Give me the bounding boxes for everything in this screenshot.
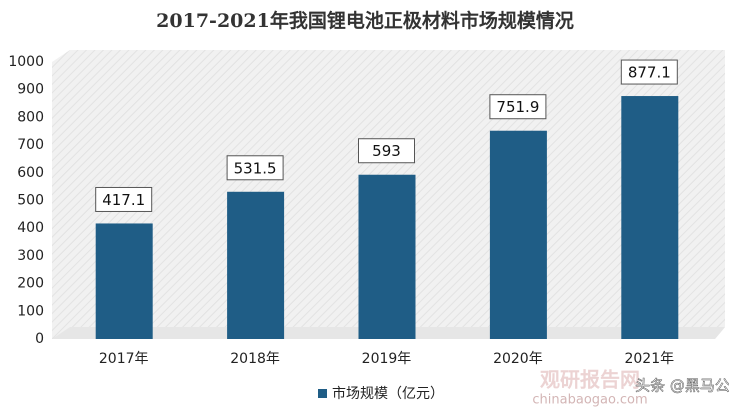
x-tick-label: 2018年 (230, 351, 280, 367)
y-tick-label: 500 (17, 193, 44, 209)
value-label-box (620, 59, 678, 85)
bar (489, 130, 547, 339)
value-label: 877.1 (628, 64, 671, 82)
chart-title: 2017-2021年我国锂电池正极材料市场规模情况 (156, 9, 574, 32)
x-tick-label: 2020年 (493, 351, 543, 367)
y-tick-label: 700 (17, 137, 44, 153)
y-tick-label: 200 (17, 276, 44, 292)
y-tick-label: 0 (35, 331, 44, 347)
legend-swatch (318, 389, 327, 398)
bar (358, 174, 416, 339)
value-label-box (226, 155, 284, 181)
y-tick-label: 600 (17, 165, 44, 181)
y-tick-label: 900 (17, 82, 44, 98)
y-tick-label: 100 (17, 303, 44, 319)
legend-label: 市场规模（亿元） (332, 385, 444, 402)
bar (227, 191, 285, 339)
y-tick-label: 400 (17, 220, 44, 236)
x-tick-label: 2021年 (624, 351, 674, 367)
x-tick-label: 2017年 (99, 351, 149, 367)
watermarks: 观研报告网 chinabaogao.com 头条 @黑马公社 (532, 368, 729, 408)
value-label-box (95, 186, 153, 212)
value-label: 417.1 (102, 191, 145, 209)
watermark: 观研报告网 (540, 368, 640, 392)
bar (95, 223, 153, 339)
value-label-box (489, 94, 547, 120)
bar (621, 96, 679, 339)
watermark: 头条 @黑马公社 (635, 377, 729, 395)
x-tick-label: 2019年 (362, 351, 412, 367)
value-label-box (358, 138, 415, 164)
y-tick-label: 800 (17, 109, 44, 125)
y-tick-label: 1000 (8, 54, 44, 70)
value-label: 531.5 (234, 159, 277, 177)
y-tick-label: 300 (17, 248, 44, 264)
value-label: 593 (372, 142, 401, 160)
watermark: chinabaogao.com (532, 393, 647, 408)
value-label: 751.9 (496, 98, 539, 116)
